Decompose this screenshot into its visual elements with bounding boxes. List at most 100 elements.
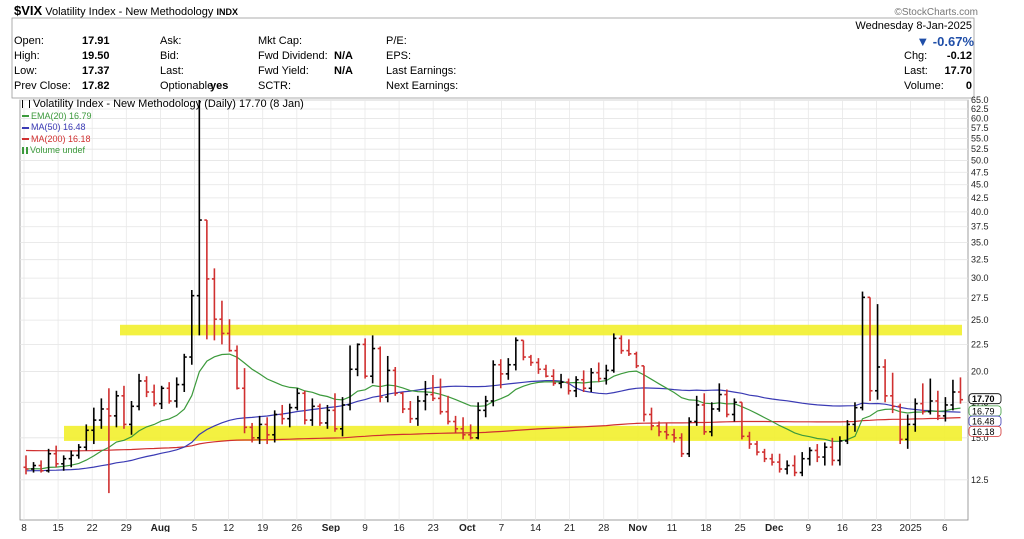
x-tick-label: Nov	[628, 523, 647, 532]
ohlc-bar	[709, 402, 715, 437]
x-tick-label: 28	[598, 523, 610, 532]
stat-value: 17.82	[82, 80, 110, 92]
price-label-text: 16.18	[972, 427, 995, 437]
ohlc-bar	[151, 384, 157, 407]
x-tick-label: Oct	[459, 523, 476, 532]
x-tick-label: 26	[291, 523, 303, 532]
x-tick-label: 19	[257, 523, 269, 532]
header-box	[11, 17, 975, 99]
ohlc-bar	[551, 369, 557, 386]
ohlc-bar	[430, 375, 436, 401]
ohlc-bar	[724, 389, 730, 418]
ohlc-bar	[31, 462, 37, 473]
ohlc-bar	[181, 353, 187, 393]
ohlc-bar	[53, 445, 59, 468]
y-tick-label: 25.0	[971, 315, 989, 325]
ohlc-bar	[249, 422, 255, 443]
y-tick-label: 32.5	[971, 255, 989, 265]
y-tick-label: 40.0	[971, 207, 989, 217]
ohlc-bar	[679, 433, 685, 458]
x-tick-label: 14	[530, 523, 542, 532]
ohlc-bar	[762, 448, 768, 463]
stat-value: yes	[210, 80, 229, 92]
ohlc-bar	[355, 343, 361, 377]
ohlc-bar	[558, 373, 564, 389]
ohlc-bar	[671, 428, 677, 443]
ohlc-bar	[370, 335, 376, 384]
x-tick-label: 25	[735, 523, 747, 532]
stat-value: 0	[965, 80, 972, 92]
line-icon	[22, 115, 29, 118]
ohlc-bar	[942, 397, 948, 422]
ohlc-bar	[385, 355, 391, 403]
ohlc-bar	[407, 400, 413, 423]
ohlc-bar	[23, 455, 29, 475]
ohlc-bar	[875, 304, 881, 400]
y-tick-label: 42.5	[971, 193, 989, 203]
y-tick-label: 20.0	[971, 367, 989, 377]
legend-text: Volume undef	[30, 145, 86, 155]
y-tick-label: 22.5	[971, 339, 989, 349]
ohlc-bar	[38, 460, 44, 473]
ohlc-bar	[68, 450, 74, 468]
price-label-text: 17.70	[972, 394, 995, 404]
stat-label: Volume:	[904, 80, 944, 92]
exchange: INDX	[216, 7, 238, 17]
ohlc-bar	[136, 373, 142, 411]
stat-value: 19.50	[82, 50, 110, 62]
chart-date: Wednesday 8-Jan-2025	[855, 20, 972, 32]
legend-text: EMA(20) 16.79	[31, 110, 92, 121]
legend-text: MA(200) 16.18	[31, 133, 91, 144]
stat-label: Chg:	[904, 50, 928, 62]
stat-label: Last Earnings:	[386, 65, 457, 77]
ohlc-bar	[731, 398, 737, 422]
ohlc-bar	[392, 366, 398, 396]
ohlc-bar	[739, 401, 745, 440]
ohlc-bar	[106, 388, 112, 494]
ohlc-bar	[505, 358, 511, 380]
ohlc-bar	[957, 377, 963, 404]
ohlc-bar	[897, 403, 903, 445]
stat-label: Last:	[904, 65, 928, 77]
ohlc-bar	[113, 390, 119, 428]
ohlc-bar	[159, 385, 165, 409]
stat-label: P/E:	[386, 35, 407, 47]
ohlc-bar	[867, 296, 873, 401]
x-tick-label: 8	[21, 523, 27, 532]
x-tick-label: 11	[667, 523, 678, 532]
bar-chart-icon	[22, 100, 30, 109]
ohlc-bar	[573, 376, 579, 398]
ohlc-bar	[324, 404, 330, 429]
legend-item: Volatility Index - New Methodology (Dail…	[22, 99, 304, 110]
ohlc-bar	[754, 440, 760, 456]
ohlc-bar	[279, 404, 285, 425]
y-tick-label: 55.0	[971, 133, 989, 143]
ohlc-bar	[528, 354, 534, 366]
y-tick-label: 62.5	[971, 104, 989, 114]
ohlc-bar	[76, 444, 82, 459]
stat-label: Next Earnings:	[386, 80, 459, 92]
symbol: $VIX	[14, 3, 43, 18]
ohlc-bar	[716, 383, 722, 412]
legend-item: Volume undef	[22, 145, 85, 156]
ohlc-bar	[475, 402, 481, 440]
ohlc-bar	[460, 417, 466, 440]
y-tick-label: 65.0	[971, 95, 989, 105]
ohlc-bar	[664, 422, 670, 440]
ohlc-bar	[166, 382, 172, 404]
x-tick-label: 9	[806, 523, 812, 532]
ohlc-bar	[520, 339, 526, 361]
line-icon	[22, 126, 29, 129]
ohlc-bar	[189, 289, 195, 365]
ohlc-bar	[302, 390, 308, 425]
ohlc-bar	[468, 424, 474, 440]
legend-text: Volatility Index - New Methodology (Dail…	[33, 98, 304, 110]
legend-text: MA(50) 16.48	[31, 122, 86, 132]
ohlc-bar	[852, 402, 858, 432]
stat-label: Mkt Cap:	[258, 35, 303, 47]
x-tick-label: 9	[362, 523, 368, 532]
ohlc-bar	[905, 414, 911, 449]
stat-label: High:	[14, 50, 40, 62]
ohlc-bar	[83, 424, 89, 451]
legend-item: MA(200) 16.18	[22, 134, 91, 145]
